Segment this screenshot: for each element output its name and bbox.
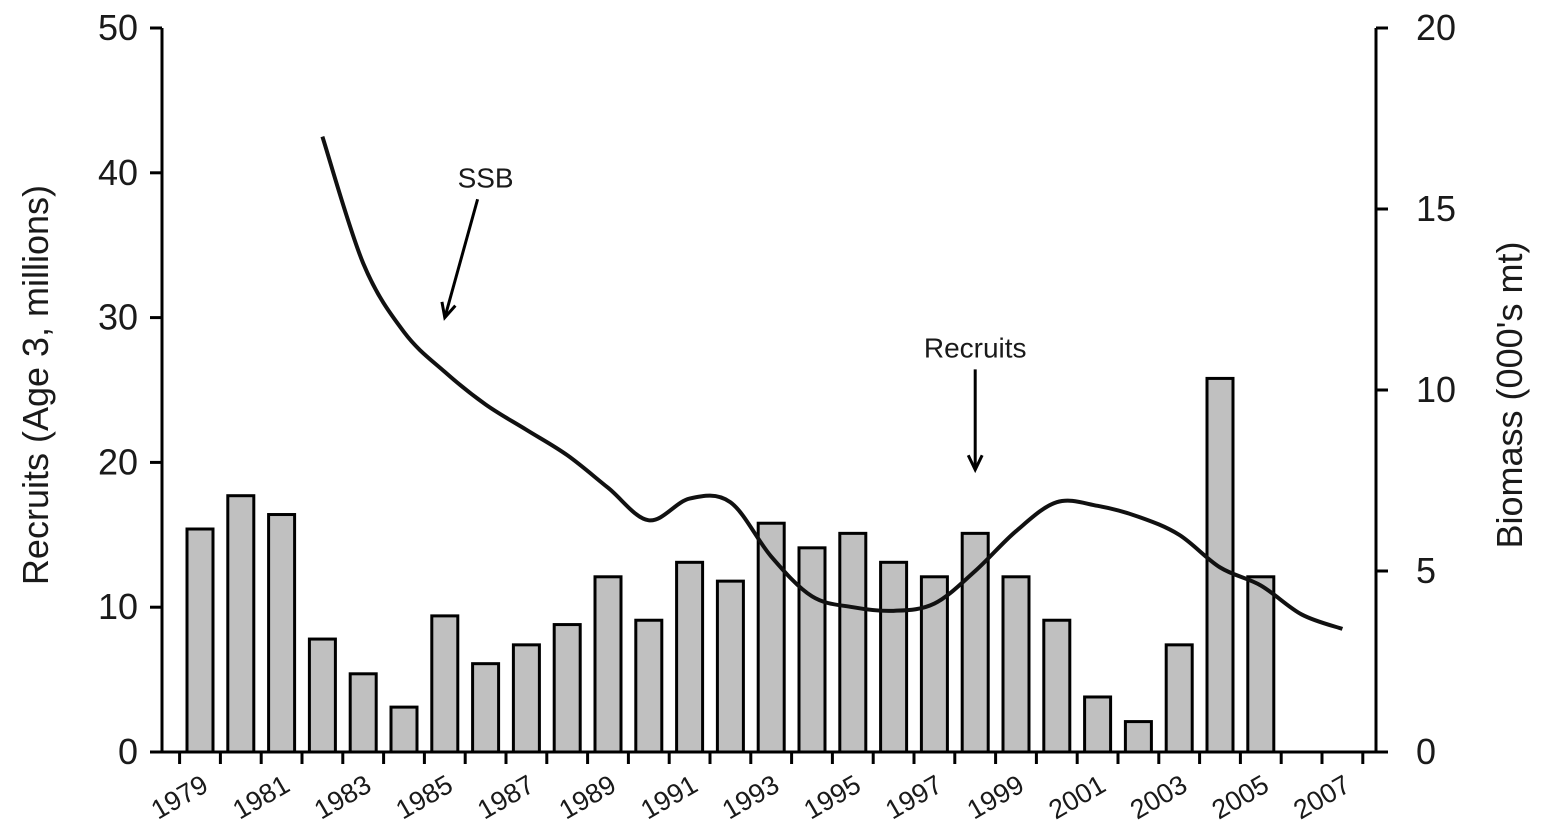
bar-2000 — [1042, 618, 1072, 754]
bar-1979 — [185, 527, 215, 754]
x-tick-label-2001: 2001 — [1044, 769, 1111, 825]
x-tick-label-1995: 1995 — [799, 769, 866, 825]
left-tick-label-20: 20 — [98, 441, 138, 482]
left-tick-label-40: 40 — [98, 152, 138, 193]
right-tick-label-5: 5 — [1416, 550, 1436, 591]
bar-1995 — [838, 531, 868, 754]
bar-1996 — [879, 560, 909, 754]
x-tick-label-1997: 1997 — [880, 769, 947, 825]
bar-1989 — [593, 575, 623, 754]
right-tick-label-0: 0 — [1416, 731, 1436, 772]
bar-1985 — [430, 614, 460, 754]
ssb-series — [320, 135, 1344, 631]
bar-1982 — [307, 637, 337, 754]
x-tick-label-2005: 2005 — [1207, 769, 1274, 825]
left-tick-label-50: 50 — [98, 7, 138, 48]
annotation-arrowhead-0 — [440, 301, 457, 321]
bar-2001 — [1083, 695, 1113, 754]
annotation-label-0: SSB — [458, 162, 514, 193]
bar-1990 — [634, 618, 664, 754]
left-tick-label-30: 30 — [98, 297, 138, 338]
left-tick-label-0: 0 — [118, 731, 138, 772]
bar-1992 — [715, 579, 745, 754]
bar-2005 — [1246, 575, 1276, 754]
bar-1999 — [1001, 575, 1031, 754]
bar-1998 — [960, 531, 990, 754]
bar-1991 — [675, 560, 705, 754]
left-axis-title: Recruits (Age 3, millions) — [15, 185, 56, 585]
bar-2002 — [1123, 720, 1153, 754]
left-tick-label-10: 10 — [98, 586, 138, 627]
x-tick-label-2003: 2003 — [1125, 769, 1192, 825]
bar-1980 — [226, 494, 256, 754]
annotation-label-1: Recruits — [924, 332, 1027, 363]
x-tick-label-2007: 2007 — [1288, 769, 1355, 825]
ssb-line — [320, 135, 1344, 631]
right-tick-label-15: 15 — [1416, 188, 1456, 229]
annotation-arrowhead-1 — [966, 454, 984, 474]
bar-1994 — [797, 546, 827, 754]
annotation-arrow-0 — [443, 198, 480, 319]
x-tick-label-1987: 1987 — [472, 769, 539, 825]
bar-1986 — [471, 662, 501, 754]
bar-1981 — [267, 513, 297, 754]
x-tick-label-1983: 1983 — [309, 769, 376, 825]
right-tick-label-10: 10 — [1416, 369, 1456, 410]
x-tick-label-1993: 1993 — [717, 769, 784, 825]
bar-1987 — [511, 643, 541, 754]
right-axis-title: Biomass (000's mt) — [1489, 242, 1530, 549]
x-tick-label-1979: 1979 — [146, 769, 213, 825]
annotations: SSB Recruits — [440, 162, 1027, 474]
x-tick-label-1991: 1991 — [636, 769, 703, 825]
x-tick-label-1999: 1999 — [962, 769, 1029, 825]
x-tick-label-1985: 1985 — [391, 769, 458, 825]
x-tick-label-1981: 1981 — [228, 769, 295, 825]
bar-1988 — [552, 623, 582, 754]
bar-1984 — [389, 705, 419, 754]
x-tick-label-1989: 1989 — [554, 769, 621, 825]
right-tick-label-20: 20 — [1416, 7, 1456, 48]
bar-2003 — [1164, 643, 1194, 754]
bar-1983 — [348, 672, 378, 754]
bar-series — [185, 376, 1276, 754]
